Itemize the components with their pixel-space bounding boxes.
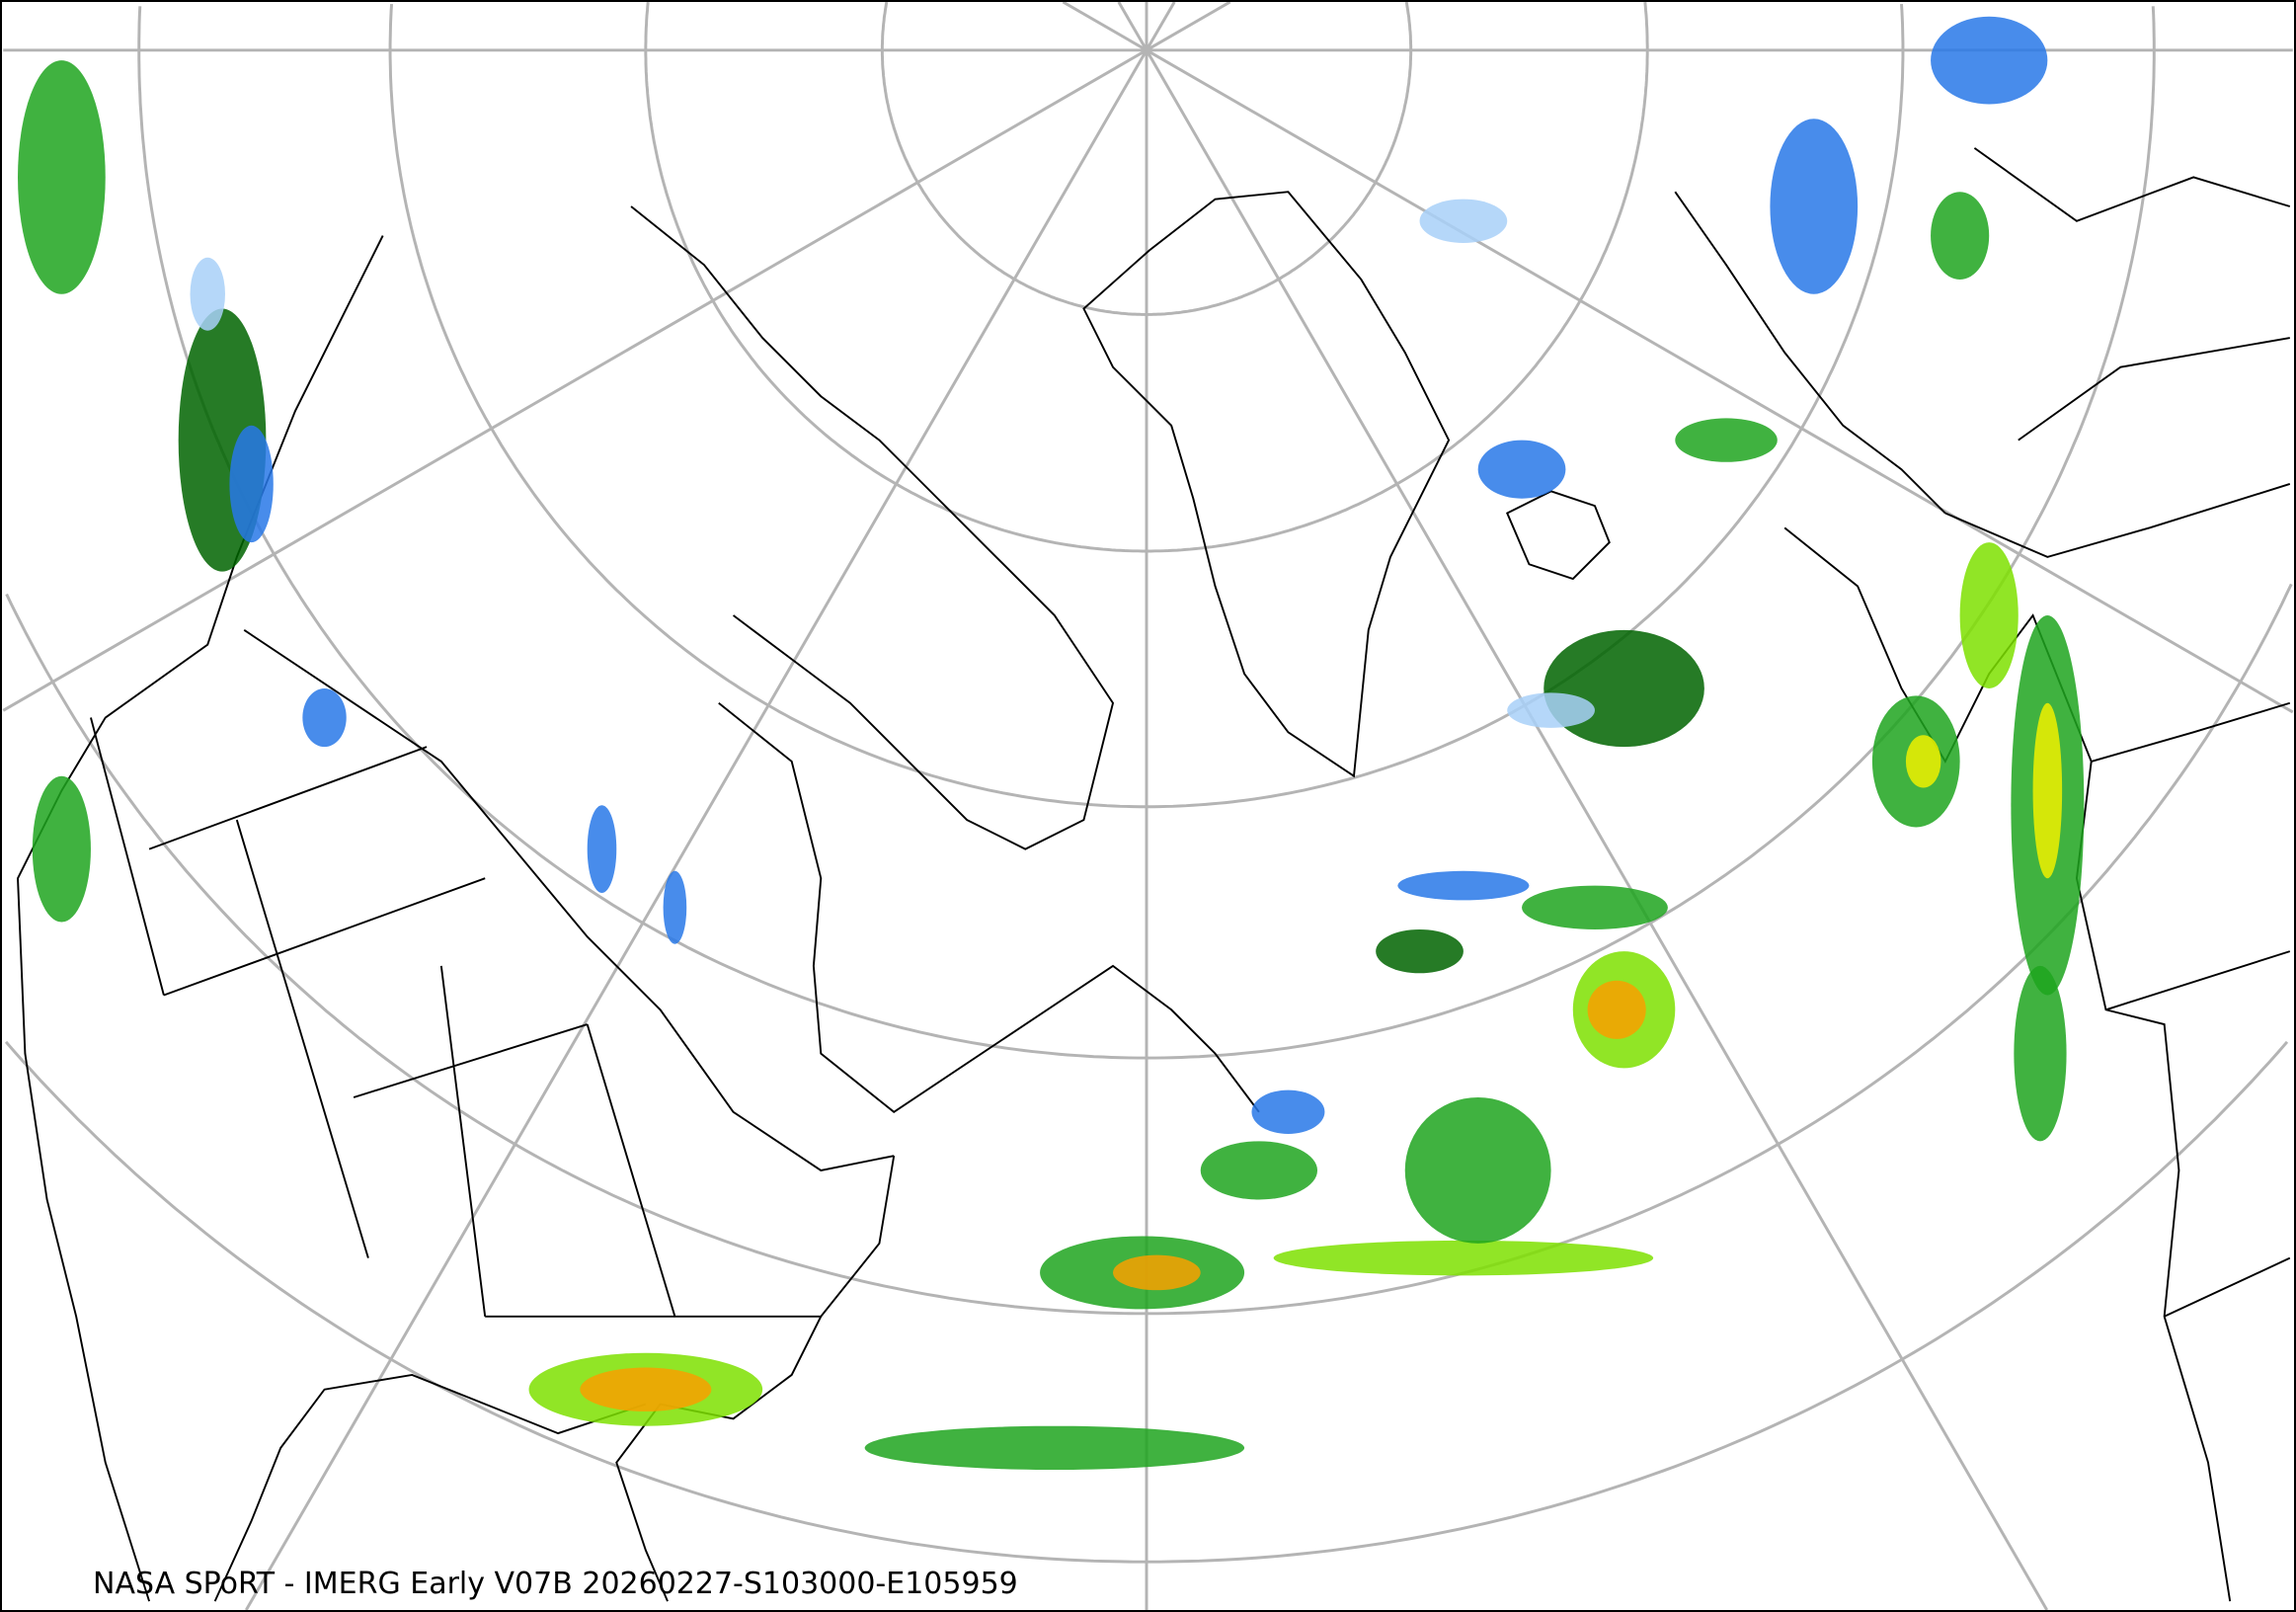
- precip-area: [1931, 16, 2048, 105]
- precip-area: [32, 775, 91, 923]
- coastlines-and-borders: [17, 147, 2291, 1602]
- scandinavia: [1674, 191, 1946, 515]
- precip-area: [190, 257, 225, 331]
- precip-area: [1200, 1141, 1318, 1200]
- latitude-circle: [1404, 2, 1413, 50]
- precip-area: [1959, 542, 2019, 688]
- hudson-bay: [718, 702, 1260, 1113]
- precip-area: [580, 1367, 712, 1411]
- precip-area: [1587, 980, 1646, 1039]
- precip-area: [2014, 965, 2067, 1142]
- europe-borders: [1944, 147, 2291, 1318]
- precip-area: [1477, 440, 1566, 499]
- precip-area: [1544, 629, 1704, 748]
- latitude-circle: [2151, 6, 2156, 50]
- canada-arctic-coast: [630, 205, 1115, 850]
- precip-area: [229, 425, 274, 543]
- precipitation-overlay: [18, 16, 2085, 1471]
- us-canada-border: [243, 629, 895, 1171]
- meridian-line: [245, 49, 1148, 1610]
- precip-area: [1770, 119, 1859, 294]
- meridian-line: [1146, 2, 1231, 52]
- precip-area: [1113, 1254, 1201, 1291]
- meridian-line: [2, 48, 1148, 712]
- latitude-circle: [644, 2, 1649, 553]
- us-east-coast: [615, 1155, 896, 1602]
- latitude-circle: [880, 2, 1413, 316]
- precip-area: [1273, 1240, 1654, 1276]
- meridian-line: [1117, 2, 1148, 51]
- meridian-line: [1146, 48, 2294, 714]
- precip-area: [1404, 1096, 1551, 1244]
- north-america-west-coast: [17, 235, 384, 1602]
- precip-area: [587, 805, 617, 893]
- iceland: [1506, 490, 1611, 581]
- meridian-line: [1145, 49, 2049, 1610]
- meridian-line: [1062, 2, 1148, 52]
- map-caption: NASA SPoRT - IMERG Early V07B 20260227-S…: [93, 1567, 1018, 1601]
- greenland-coastline: [1082, 191, 1451, 778]
- precip-area: [1251, 1089, 1325, 1134]
- precip-area: [1507, 692, 1595, 728]
- precip-area: [663, 870, 687, 944]
- latitude-circle: [1900, 3, 1905, 50]
- precip-area: [864, 1425, 1245, 1471]
- precip-area: [1931, 192, 1990, 280]
- latitude-circle: [1643, 2, 1649, 50]
- precip-area: [1376, 928, 1464, 974]
- latitude-circle: [388, 3, 1905, 809]
- precip-area: [302, 687, 347, 748]
- latitude-circle: [5, 583, 2293, 1316]
- precip-area: [1397, 870, 1530, 901]
- precip-area: [1419, 199, 1508, 243]
- precip-area: [18, 60, 106, 294]
- precip-area: [2032, 702, 2063, 879]
- meridian-line: [1145, 2, 1176, 51]
- precip-area: [1675, 418, 1778, 462]
- gulf-coast: [213, 1373, 647, 1602]
- us-state-lines: [90, 717, 822, 1318]
- europe-coast: [1783, 526, 2232, 1602]
- precip-area: [1905, 735, 1941, 788]
- precip-area: [1522, 885, 1668, 929]
